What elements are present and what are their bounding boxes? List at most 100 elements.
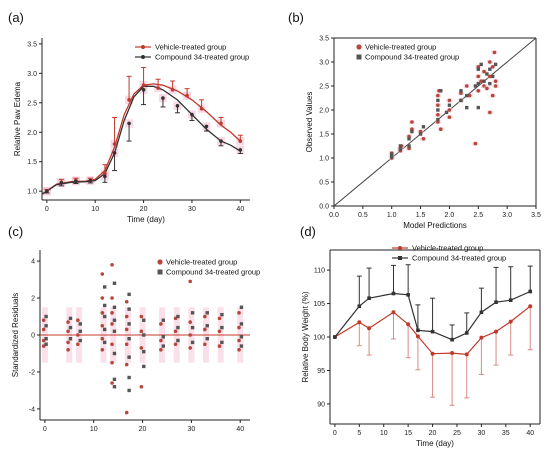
- vehicle-residual: [124, 342, 129, 347]
- vehicle-point: [488, 60, 492, 64]
- y-axis-label: Relative Body Weight (%): [301, 291, 310, 382]
- vehicle-residual: [237, 338, 241, 343]
- compound-residual: [239, 344, 244, 348]
- y-tick-label: 4: [31, 259, 35, 266]
- vehicle-residual: [217, 316, 222, 321]
- vehicle-residual: [66, 329, 70, 334]
- compound-residual: [112, 305, 117, 309]
- compound-residual: [112, 377, 117, 382]
- vehicle-point: [493, 79, 498, 83]
- vehicle-residual: [100, 296, 105, 300]
- y-tick-label: 1.5: [319, 132, 329, 139]
- compound-point: [444, 110, 449, 115]
- vehicle-point: [410, 120, 414, 124]
- compound-residual: [102, 303, 107, 308]
- legend-marker: [157, 269, 163, 275]
- compound-residual: [176, 314, 180, 319]
- vehicle-point: [476, 74, 481, 79]
- vehicle-residual: [139, 314, 144, 319]
- y-tick-label: 2.5: [319, 84, 329, 91]
- vehicle-point: [170, 88, 175, 92]
- vehicle-point: [141, 83, 146, 87]
- compound-residual: [190, 340, 195, 345]
- x-axis-label: Model Predictions: [403, 221, 467, 230]
- compound-point: [357, 304, 362, 309]
- x-tick-label: 15: [404, 430, 412, 437]
- vehicle-residual: [139, 384, 144, 389]
- vehicle-residual: [188, 279, 192, 284]
- vehicle-residual: [173, 329, 178, 334]
- vehicle-point: [476, 89, 481, 93]
- y-axis-label: Relative Paw Edema: [13, 81, 22, 156]
- vehicle-point: [447, 115, 452, 119]
- compound-fit-curve: [41, 85, 241, 195]
- compound-residual: [127, 307, 131, 311]
- compound-residual: [176, 325, 180, 330]
- y-tick-label: 2: [31, 296, 35, 303]
- compound-residual: [239, 322, 244, 326]
- x-tick-label: 20: [429, 430, 437, 437]
- compound-residual: [44, 336, 48, 341]
- compound-point: [333, 335, 337, 339]
- vehicle-residual: [124, 299, 129, 304]
- compound-residual: [205, 311, 209, 315]
- compound-point: [459, 98, 463, 103]
- vehicle-point: [436, 113, 440, 117]
- compound-point: [476, 105, 480, 110]
- y-tick-label: 2.5: [27, 100, 37, 107]
- compound-residual: [220, 340, 224, 345]
- legend-marker: [141, 45, 145, 49]
- x-tick-label: 1.0: [387, 212, 397, 219]
- compound-point: [398, 147, 403, 152]
- compound-point: [465, 93, 469, 98]
- vehicle-residual: [100, 347, 105, 352]
- compound-residual: [44, 324, 48, 328]
- compound-point: [436, 108, 440, 112]
- y-tick-label: -4: [29, 406, 35, 413]
- compound-point: [112, 151, 117, 155]
- y-axis-label: Standardized Residuals: [11, 293, 20, 378]
- compound-residual: [127, 322, 131, 326]
- x-tick-label: 30: [477, 430, 485, 437]
- compound-point: [465, 105, 469, 110]
- vehicle-point: [367, 326, 372, 331]
- vehicle-point: [490, 93, 495, 98]
- y-tick-label: 3.0: [319, 60, 329, 67]
- legend-marker: [356, 44, 362, 50]
- compound-point: [482, 79, 486, 83]
- vehicle-residual: [100, 272, 105, 276]
- vehicle-residual: [100, 323, 105, 328]
- y-tick-label: 0.0: [319, 204, 329, 211]
- compound-point: [476, 81, 480, 86]
- compound-residual: [190, 325, 195, 330]
- compound-residual: [205, 336, 209, 341]
- compound-residual: [112, 351, 117, 356]
- y-tick-label: 0.5: [319, 180, 329, 187]
- compound-point: [436, 117, 440, 122]
- x-tick-label: 2.0: [445, 212, 455, 219]
- legend-label: Vehicle-treated group: [155, 43, 226, 52]
- vehicle-residual: [203, 342, 207, 347]
- vehicle-point: [450, 351, 455, 356]
- vehicle-residual: [66, 340, 70, 345]
- vehicle-residual: [110, 360, 114, 365]
- compound-residual: [127, 336, 131, 341]
- vehicle-residual: [66, 347, 70, 352]
- y-tick-label: 105: [313, 301, 325, 308]
- vehicle-residual: [100, 336, 105, 341]
- panel-b: 0.0 0.5 1.0 1.5 2.0 2.5 3.0 3.5 0.0 0.5 1.0 1.5 2.0 2…: [305, 36, 541, 231]
- compound-residual: [239, 305, 244, 309]
- x-tick-label: 0: [333, 430, 337, 437]
- compound-point: [447, 103, 452, 107]
- compound-point: [88, 178, 93, 183]
- y-tick-label: 3.0: [27, 71, 37, 78]
- compound-point: [479, 310, 484, 315]
- compound-point: [406, 293, 410, 297]
- y-tick-label: 2.0: [27, 130, 37, 137]
- y-tick-label: 110: [314, 268, 325, 275]
- panel-letter-c: (c): [8, 224, 23, 239]
- vehicle-point: [438, 127, 443, 131]
- vehicle-point: [479, 79, 483, 83]
- y-axis-label: Observed Values: [305, 92, 314, 153]
